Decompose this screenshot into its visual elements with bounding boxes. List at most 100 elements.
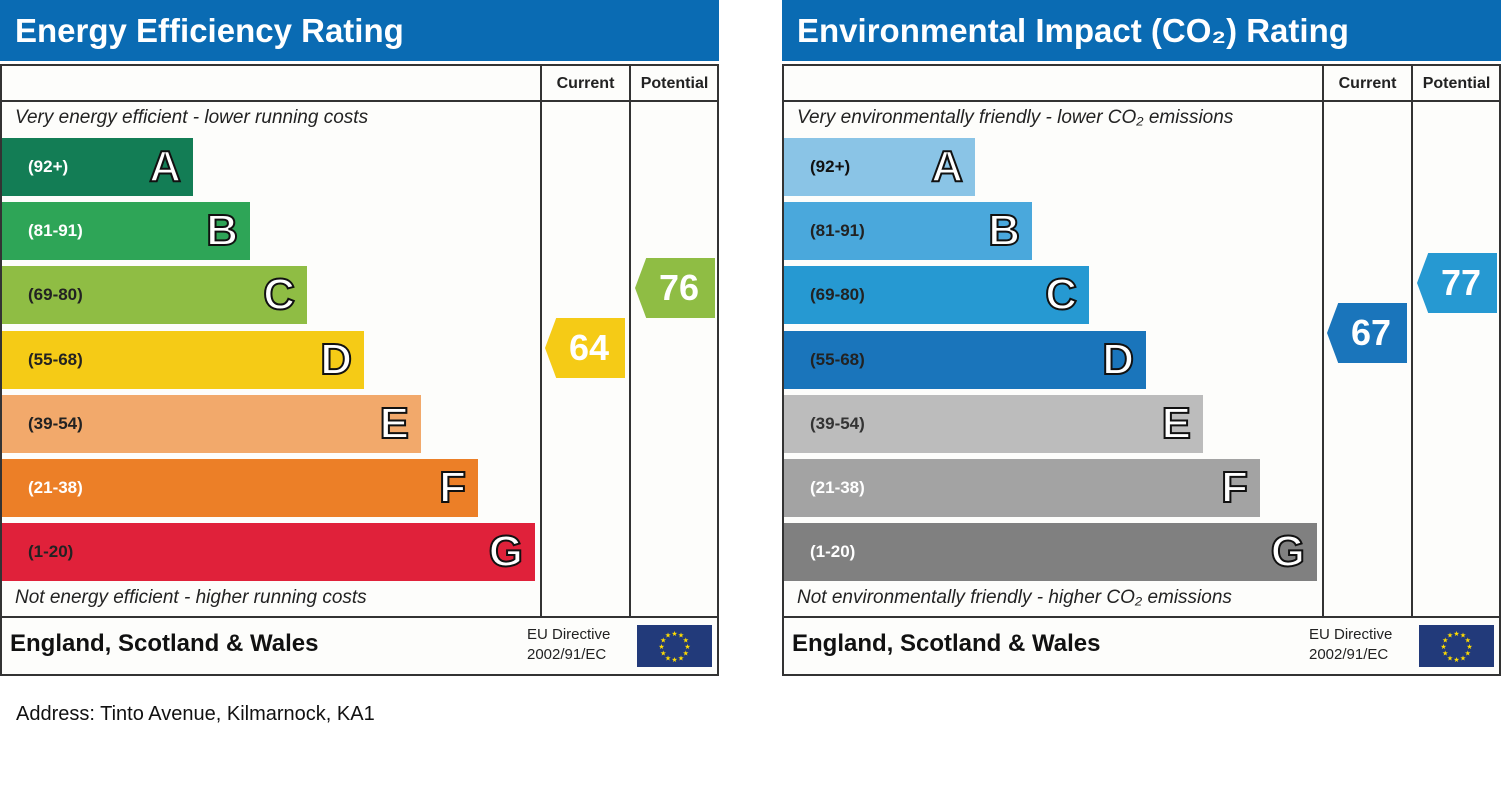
band-range: (92+) [28,157,69,176]
column-divider [540,64,542,618]
header-divider [782,100,1501,102]
eu-star-icon: ★ [1447,654,1453,662]
column-divider [629,64,631,618]
potential-rating-arrow: 76 [635,258,715,318]
eu-star-icon: ★ [1453,630,1459,638]
band-range: (21-38) [28,478,83,497]
column-potential-header: Potential [1422,75,1491,92]
eu-star-icon: ★ [1466,643,1472,651]
region-label: England, Scotland & Wales [792,630,1101,657]
band-d: (55-68) D [784,330,1146,389]
band-c: (69-80) C [2,266,307,325]
band-b: (81-91) B [2,202,250,261]
band-g: (1-20) G [2,523,535,582]
band-letter: D [319,334,353,385]
band-letter: A [930,141,964,192]
band-range: (39-54) [810,413,865,433]
chart-title: Environmental Impact (CO₂) Rating [782,0,1501,61]
column-divider [1411,64,1413,618]
column-current-header: Current [1338,75,1397,92]
directive-line: 2002/91/EC [1309,646,1389,663]
band-letter: D [1101,334,1135,385]
eu-star-icon: ★ [678,632,684,640]
band-e: (39-54) E [784,394,1203,453]
directive-line: 2002/91/EC [527,646,607,663]
footer-divider [0,616,719,618]
current-rating-arrow: 67 [1327,303,1407,363]
eu-star-icon: ★ [665,632,671,640]
eu-star-icon: ★ [678,654,684,662]
band-range: (1-20) [28,542,74,562]
header-divider [0,100,719,102]
eu-flag-icon: ★ ★ ★ ★ ★ ★ ★ ★ ★ ★ ★ ★ [1419,625,1494,667]
eu-flag-icon: ★ ★ ★ ★ ★ ★ ★ ★ ★ ★ ★ ★ [637,625,712,667]
band-range: (21-38) [810,478,865,497]
column-potential-header: Potential [640,75,709,92]
band-letter: G [1270,526,1306,577]
band-range: (92+) [810,157,851,176]
eu-star-icon: ★ [683,650,689,658]
band-letter: F [438,462,467,513]
band-letter: E [1161,398,1192,449]
footer-divider [782,616,1501,618]
eu-star-icon: ★ [658,643,664,651]
band-b: (81-91) B [784,202,1032,261]
band-f: (21-38) F [784,459,1260,517]
band-letter: B [205,205,239,256]
energy-rating-panel: Energy Efficiency Rating Current Potential… [0,0,719,676]
eu-star-icon: ★ [1440,643,1446,651]
eu-star-icon: ★ [1465,637,1471,645]
band-f: (21-38) F [2,459,478,517]
band-range: (69-80) [28,285,83,305]
region-label: England, Scotland & Wales [10,630,319,657]
eu-star-icon: ★ [660,637,666,645]
band-range: (81-91) [28,221,83,241]
band-letter: A [148,141,182,192]
eu-star-icon: ★ [660,650,666,658]
eu-star-icon: ★ [1442,637,1448,645]
band-letter: E [379,398,410,449]
eu-directive: EU Directive 2002/91/EC [527,625,610,665]
eu-star-icon: ★ [1460,632,1466,640]
band-letter: G [488,526,524,577]
band-range: (39-54) [28,413,83,433]
band-letter: B [987,205,1021,256]
directive-line: EU Directive [1309,626,1393,643]
band-range: (1-20) [810,542,856,562]
potential-rating-arrow: 77 [1417,253,1497,313]
eu-star-icon: ★ [1453,656,1459,664]
band-d: (55-68) D [2,330,364,389]
band-range: (55-68) [810,349,865,369]
eu-star-icon: ★ [671,656,677,664]
band-c: (69-80) C [784,266,1089,325]
eu-star-icon: ★ [684,643,690,651]
top-note: Very environmentally friendly - lower CO… [797,107,1234,128]
bottom-note: Not energy efficient - higher running co… [15,587,367,608]
bottom-note: Not environmentally friendly - higher CO… [797,587,1232,608]
eu-star-icon: ★ [1442,650,1448,658]
address: Address: Tinto Avenue, Kilmarnock, KA1 [16,703,375,725]
eu-directive: EU Directive 2002/91/EC [1309,625,1392,665]
band-letter: F [1220,462,1249,513]
co2-rating-panel: Environmental Impact (CO₂) Rating Current… [782,0,1501,676]
band-e: (39-54) E [2,394,421,453]
band-range: (69-80) [810,285,865,305]
chart-title: Energy Efficiency Rating [0,0,719,61]
band-letter: C [1044,269,1078,320]
band-a: (92+) A [2,138,193,196]
eu-star-icon: ★ [1460,654,1466,662]
eu-star-icon: ★ [671,630,677,638]
column-current-header: Current [556,75,615,92]
eu-star-icon: ★ [1465,650,1471,658]
column-divider [1322,64,1324,618]
current-rating-arrow: 64 [545,318,625,378]
band-letter: C [262,269,296,320]
band-g: (1-20) G [784,523,1317,582]
eu-star-icon: ★ [665,654,671,662]
eu-star-icon: ★ [683,637,689,645]
top-note: Very energy efficient - lower running co… [15,107,369,128]
directive-line: EU Directive [527,626,611,643]
band-range: (55-68) [28,349,83,369]
eu-star-icon: ★ [1447,632,1453,640]
band-range: (81-91) [810,221,865,241]
